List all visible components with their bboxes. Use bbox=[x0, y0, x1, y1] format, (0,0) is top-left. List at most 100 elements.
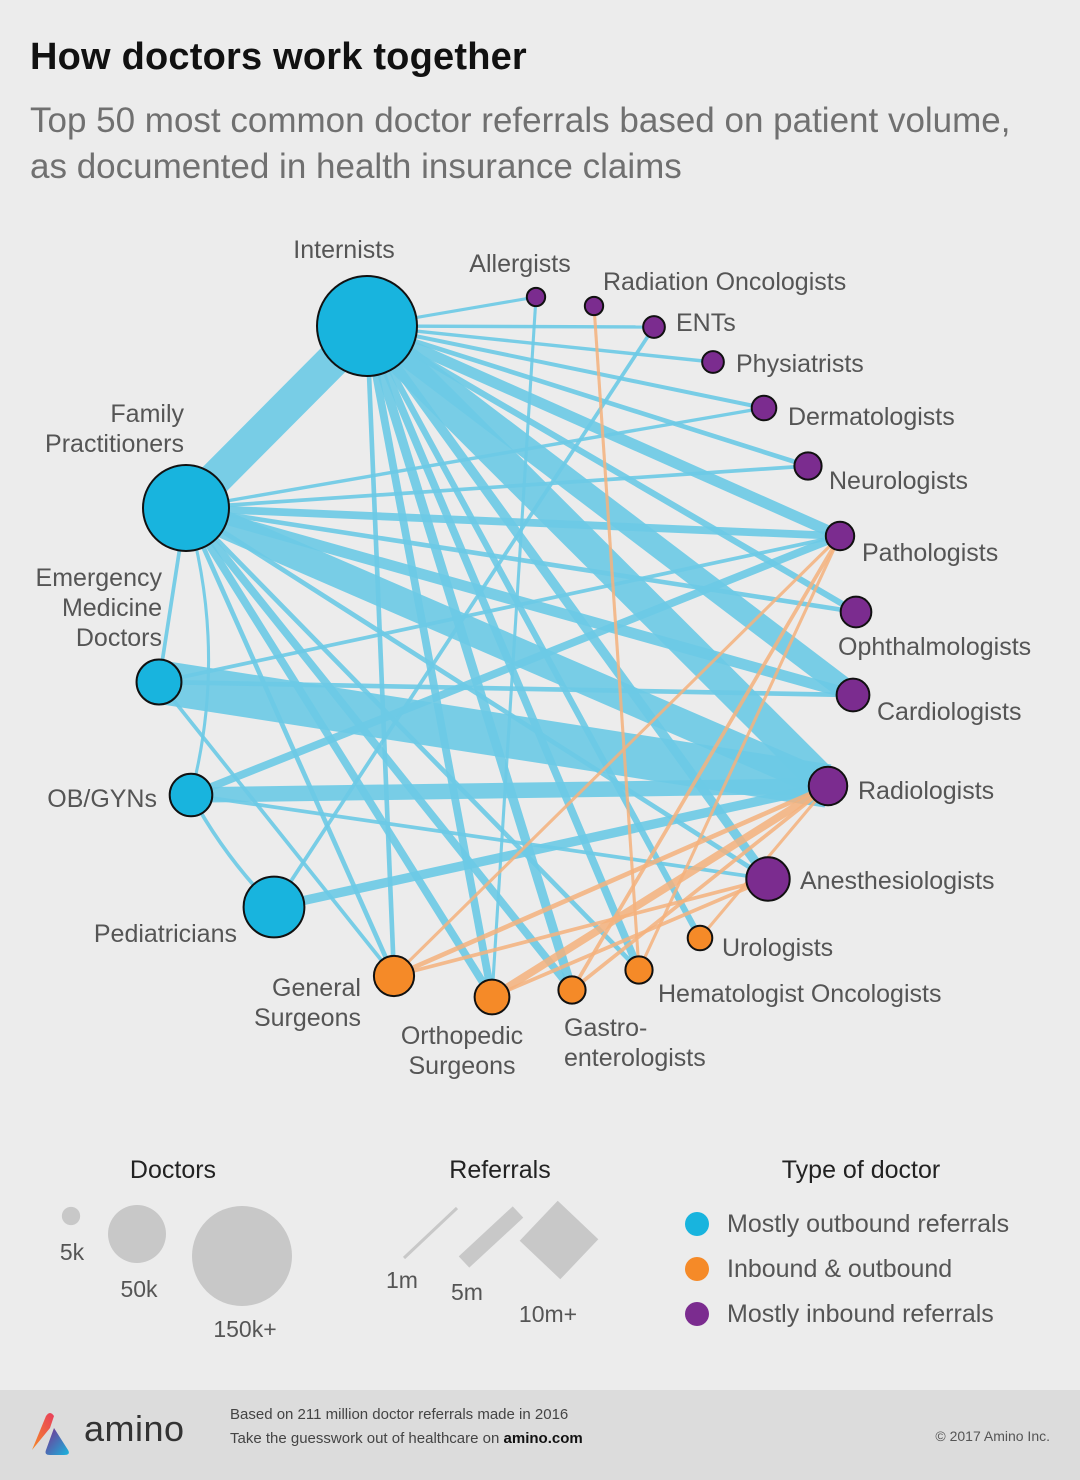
node-obgyn bbox=[168, 772, 214, 818]
legend-type-swatch-inbound bbox=[685, 1302, 709, 1326]
legend-size-label-2: 50k bbox=[120, 1276, 158, 1302]
legend-width-bar-1 bbox=[402, 1206, 459, 1260]
label-allergists: Allergists bbox=[469, 250, 570, 278]
nodes-layer bbox=[135, 275, 873, 1016]
label-patho: Pathologists bbox=[862, 539, 998, 567]
edge-family-derm bbox=[185, 406, 765, 510]
footer: amino Based on 211 million doctor referr… bbox=[0, 1390, 1080, 1480]
node-patho bbox=[824, 520, 856, 552]
edge-emerg-radio bbox=[155, 660, 832, 808]
legend-width-label-1: 1m bbox=[386, 1267, 418, 1293]
label-obgyn: OB/GYNs bbox=[47, 785, 157, 813]
edge-internists-gastro bbox=[362, 324, 577, 992]
edge-peds-ents bbox=[272, 325, 656, 909]
copyright: © 2017 Amino Inc. bbox=[935, 1428, 1050, 1444]
legend-referral-widths: 1m 5m 10m+ bbox=[386, 1200, 599, 1327]
node-neuro bbox=[793, 451, 823, 481]
edge-family-neuro bbox=[185, 464, 809, 510]
node-ortho bbox=[473, 978, 511, 1016]
label-cardio: Cardiologists bbox=[877, 698, 1022, 726]
legend-doctor-types: Mostly outbound referrals Inbound & outbo… bbox=[685, 1210, 1009, 1328]
legend-type-swatch-both bbox=[685, 1257, 709, 1281]
legend-width-bar-2 bbox=[458, 1206, 524, 1268]
edge-gensurg-radio bbox=[393, 783, 829, 979]
node-cardio bbox=[835, 677, 871, 713]
edge-emerg-cardio bbox=[158, 679, 854, 698]
edge-ortho-allergists bbox=[490, 296, 538, 998]
node-gastro bbox=[557, 975, 587, 1005]
edge-internists-gensurg bbox=[364, 325, 397, 977]
edge-hemonc-patho bbox=[637, 535, 842, 971]
edge-internists-physiatrists bbox=[366, 324, 714, 364]
node-derm bbox=[750, 394, 778, 422]
label-gastro: Gastro-enterologists bbox=[564, 1014, 706, 1072]
label-ents: ENTs bbox=[676, 309, 736, 337]
legend-type-label-outbound: Mostly outbound referrals bbox=[727, 1210, 1009, 1238]
node-ophth bbox=[839, 595, 873, 629]
amino-logo-wordmark: amino bbox=[84, 1408, 185, 1449]
legend-types-title: Type of doctor bbox=[782, 1156, 940, 1184]
page-subtitle: Top 50 most common doctor referrals base… bbox=[30, 101, 1011, 186]
legend-size-circle-3 bbox=[192, 1206, 292, 1306]
edge-family-patho bbox=[185, 504, 841, 540]
legend-size-label-1: 5k bbox=[60, 1239, 85, 1265]
edge-peds-radio bbox=[273, 781, 829, 912]
footer-tagline: Take the guesswork out of healthcare on … bbox=[230, 1430, 583, 1447]
edge-internists-radio bbox=[356, 315, 839, 797]
edge-gensurg-anesth bbox=[393, 877, 769, 978]
page-title: How doctors work together bbox=[30, 36, 527, 78]
node-allergists bbox=[525, 286, 547, 308]
label-anesth: Anesthesiologists bbox=[800, 867, 995, 895]
node-hemonc bbox=[624, 955, 654, 985]
edge-ortho-radio bbox=[489, 782, 831, 1001]
edge-obgyn-radio bbox=[190, 778, 829, 803]
node-labels-layer: Internists Allergists Radiation Oncologist… bbox=[36, 236, 1032, 1080]
node-peds bbox=[242, 875, 306, 939]
edge-family-ortho bbox=[182, 505, 496, 1000]
legend-size-circle-1 bbox=[61, 1206, 81, 1226]
amino-link[interactable]: amino.com bbox=[503, 1430, 583, 1447]
label-uro: Urologists bbox=[722, 934, 833, 962]
footer-tagline-text: Take the guesswork out of healthcare on bbox=[230, 1430, 504, 1447]
edge-obgyn-anesth bbox=[190, 793, 769, 881]
label-peds: Pediatricians bbox=[94, 920, 237, 948]
edge-internists-neuro bbox=[366, 323, 809, 469]
edge-gastro-patho bbox=[570, 535, 842, 991]
label-emerg: Emergency Medicine Doctors bbox=[36, 564, 163, 652]
label-gensurg: General Surgeons bbox=[254, 974, 361, 1032]
legend-width-bar-3 bbox=[519, 1200, 599, 1280]
legend-type-swatch-outbound bbox=[685, 1212, 709, 1236]
amino-logo-icon bbox=[32, 1413, 69, 1455]
node-internists bbox=[316, 275, 418, 377]
label-derm: Dermatologists bbox=[788, 403, 955, 431]
edge-gastro-radio bbox=[570, 784, 830, 992]
label-hemonc: Hematologist Oncologists bbox=[658, 980, 941, 1008]
legend-doctors-sizes: 5k 50k 150k+ bbox=[60, 1205, 292, 1342]
node-radio bbox=[807, 765, 849, 807]
node-anesth bbox=[745, 856, 791, 902]
node-ents bbox=[642, 315, 666, 339]
node-physiatrists bbox=[701, 350, 725, 374]
legend-width-label-2: 5m bbox=[451, 1279, 483, 1305]
node-uro bbox=[686, 924, 714, 952]
legend-type-label-both: Inbound & outbound bbox=[727, 1255, 952, 1283]
node-radonc bbox=[583, 295, 605, 317]
edge-obgyn-patho bbox=[189, 532, 842, 799]
label-radio: Radiologists bbox=[858, 777, 994, 805]
referral-network-diagram: Internists Allergists Radiation Oncologist… bbox=[36, 236, 1032, 1342]
edge-ortho-anesth bbox=[491, 877, 769, 999]
legend-size-circle-2 bbox=[108, 1205, 166, 1263]
edge-emerg-patho bbox=[158, 534, 841, 684]
node-family bbox=[141, 463, 231, 553]
label-internists: Internists bbox=[293, 236, 394, 264]
edge-emerg-gensurg bbox=[157, 680, 396, 978]
legend-size-label-3: 150k+ bbox=[213, 1316, 276, 1342]
edge-family-gensurg bbox=[183, 507, 397, 977]
label-ophth: Ophthalmologists bbox=[838, 633, 1031, 661]
edges-layer bbox=[155, 295, 860, 1001]
edge-hemonc-radonc bbox=[592, 305, 641, 971]
legend-type-label-inbound: Mostly inbound referrals bbox=[727, 1300, 994, 1328]
footer-note: Based on 211 million doctor referrals ma… bbox=[230, 1406, 569, 1423]
label-radonc: Radiation Oncologists bbox=[603, 268, 846, 296]
edge-internists-cardio bbox=[360, 317, 860, 704]
